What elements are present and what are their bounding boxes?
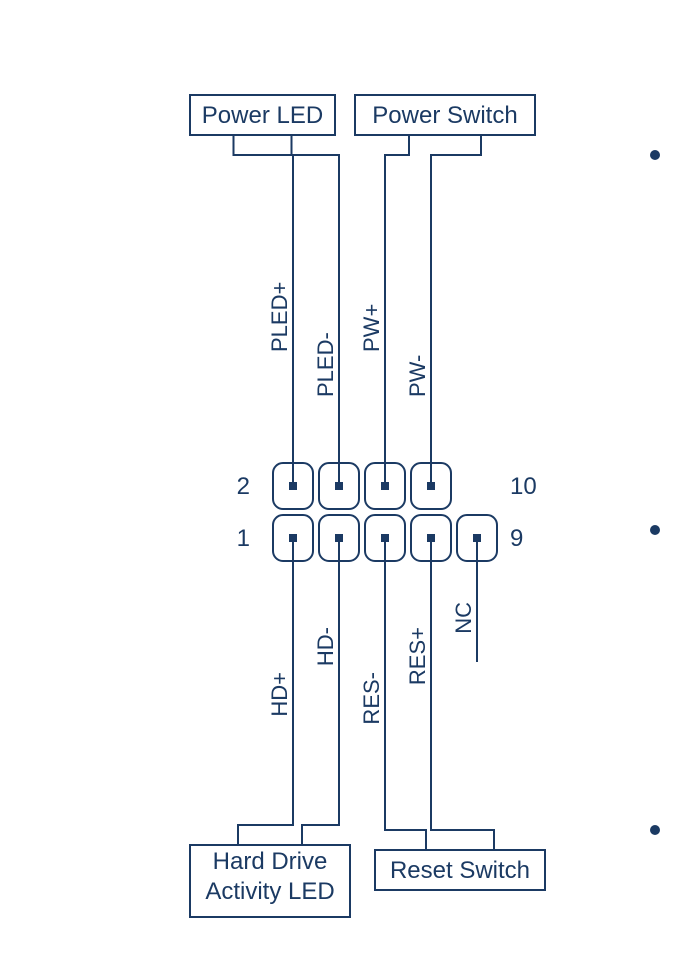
row-number: 10 xyxy=(510,473,537,500)
wire xyxy=(234,135,294,222)
pin-pad xyxy=(289,534,297,542)
wire xyxy=(431,135,481,312)
pin-pad xyxy=(381,482,389,490)
row-number: 9 xyxy=(510,525,523,552)
wire xyxy=(238,802,293,845)
front-panel-header-diagram: 2 1 10 9 Power LED Power Switch Hard Drive Acti… xyxy=(0,0,700,979)
bullet-dot xyxy=(650,150,660,160)
pin-label: RES- xyxy=(359,672,384,725)
pin-pad xyxy=(335,534,343,542)
resetSwitch-label: Reset Switch xyxy=(390,857,530,884)
pin-label: NC xyxy=(451,602,476,634)
wire xyxy=(431,712,494,850)
hdLED-label: Activity LED xyxy=(205,878,334,905)
pin-label: PLED- xyxy=(313,332,338,397)
pin-pad xyxy=(381,534,389,542)
hdLED-label: Hard Drive xyxy=(213,848,328,875)
row-number: 2 xyxy=(237,473,250,500)
bullet-dot xyxy=(650,525,660,535)
pin-label: HD+ xyxy=(267,672,292,717)
pin-label: PLED+ xyxy=(267,282,292,352)
pin-pad xyxy=(427,482,435,490)
pin-label: HD- xyxy=(313,627,338,666)
powerLED-label: Power LED xyxy=(202,102,323,129)
powerSwitch-label: Power Switch xyxy=(372,102,517,129)
pin-label: RES+ xyxy=(405,627,430,685)
wire xyxy=(385,135,409,222)
wire xyxy=(292,135,340,312)
wire xyxy=(385,802,426,850)
wire xyxy=(302,712,339,845)
pin-label: PW+ xyxy=(359,304,384,352)
pin-pad xyxy=(473,534,481,542)
row-number: 1 xyxy=(237,525,250,552)
pin-pad xyxy=(427,534,435,542)
pin-label: PW- xyxy=(405,355,430,397)
bullet-dot xyxy=(650,825,660,835)
pin-pad xyxy=(335,482,343,490)
pin-pad xyxy=(289,482,297,490)
